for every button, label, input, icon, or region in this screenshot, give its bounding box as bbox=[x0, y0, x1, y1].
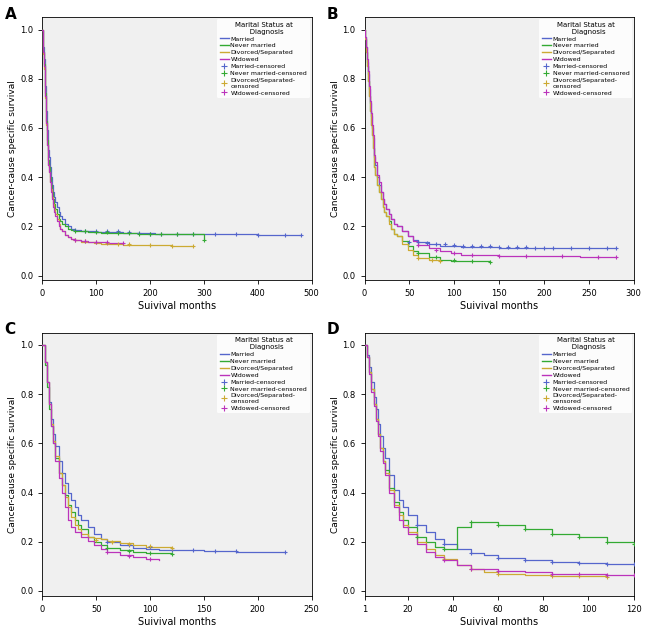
X-axis label: Suivival months: Suivival months bbox=[460, 301, 538, 311]
X-axis label: Suivival months: Suivival months bbox=[138, 617, 216, 627]
Y-axis label: Cancer-cause specific survival: Cancer-cause specific survival bbox=[330, 396, 339, 533]
Y-axis label: Cancer-cause specific survival: Cancer-cause specific survival bbox=[330, 81, 339, 217]
Y-axis label: Cancer-cause specific survival: Cancer-cause specific survival bbox=[8, 81, 18, 217]
Y-axis label: Cancer-cause specific survival: Cancer-cause specific survival bbox=[8, 396, 18, 533]
Text: A: A bbox=[5, 7, 16, 22]
X-axis label: Suivival months: Suivival months bbox=[460, 617, 538, 627]
Legend: Married, Never married, Divorced/Separated, Widowed, Married-censored, Never mar: Married, Never married, Divorced/Separat… bbox=[217, 335, 309, 413]
Legend: Married, Never married, Divorced/Separated, Widowed, Married-censored, Never mar: Married, Never married, Divorced/Separat… bbox=[540, 335, 632, 413]
Text: D: D bbox=[327, 322, 339, 337]
Legend: Married, Never married, Divorced/Separated, Widowed, Married-censored, Never mar: Married, Never married, Divorced/Separat… bbox=[540, 19, 632, 98]
Text: C: C bbox=[5, 322, 16, 337]
X-axis label: Suivival months: Suivival months bbox=[138, 301, 216, 311]
Legend: Married, Never married, Divorced/Separated, Widowed, Married-censored, Never mar: Married, Never married, Divorced/Separat… bbox=[217, 19, 309, 98]
Text: B: B bbox=[327, 7, 339, 22]
